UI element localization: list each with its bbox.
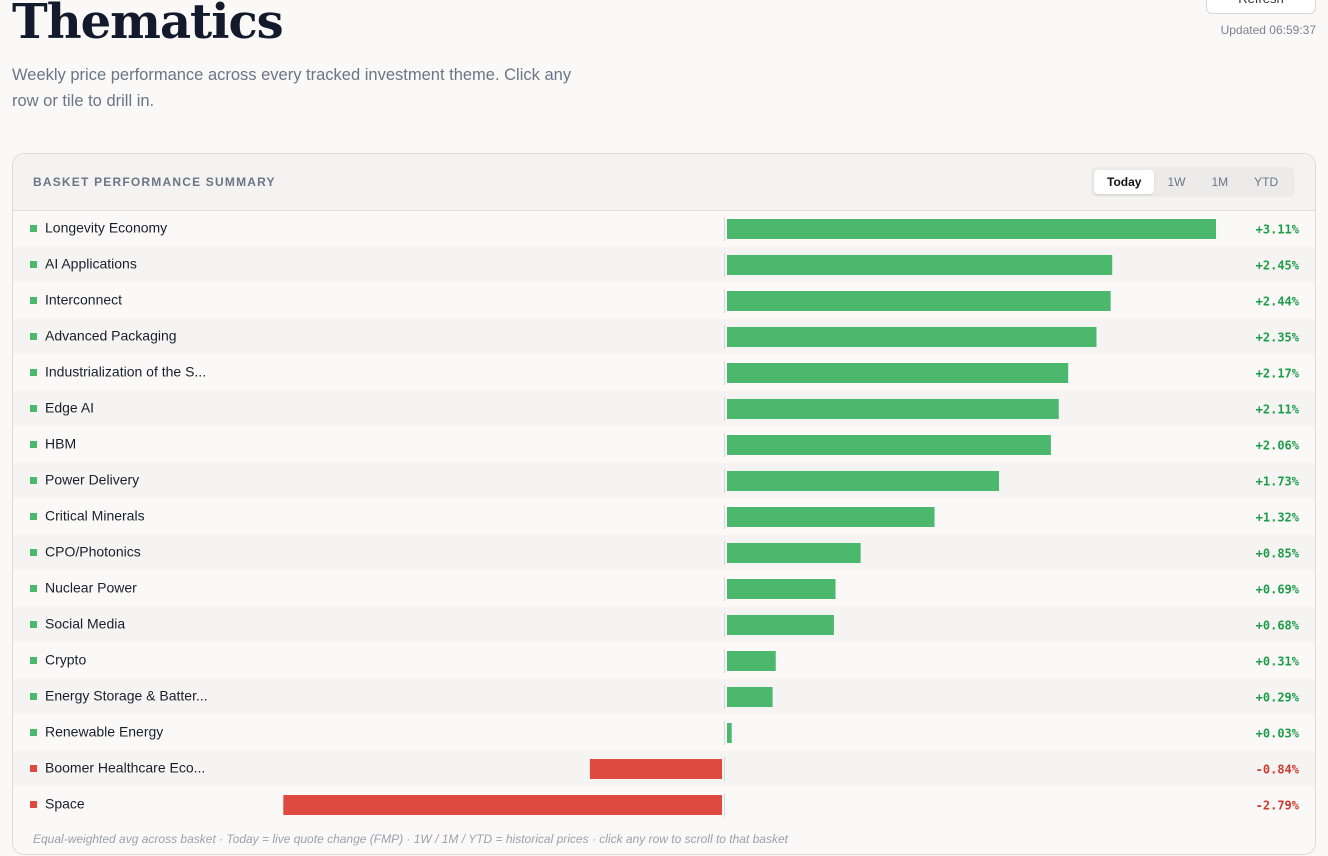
row[interactable] [13, 679, 1315, 715]
row[interactable] [13, 283, 1315, 319]
row-marker [30, 333, 37, 340]
row-label: Crypto [45, 652, 86, 668]
bar [589, 759, 722, 779]
row-marker [30, 369, 37, 376]
value-label: +0.85% [1256, 547, 1300, 561]
bar [727, 219, 1216, 239]
tab[interactable]: YTD [1254, 175, 1279, 189]
value-label: +2.35% [1256, 331, 1300, 345]
card-header: BASKET PERFORMANCE SUMMARY Today 1W 1M YTD [13, 154, 1315, 211]
tab[interactable]: 1M [1211, 175, 1229, 189]
bar [727, 255, 1113, 275]
row[interactable] [13, 571, 1315, 607]
row-label: CPO/Photonics [45, 544, 141, 560]
value-label: +2.17% [1256, 367, 1300, 381]
row-label: Renewable Energy [45, 724, 163, 740]
row-marker [30, 801, 37, 808]
refresh-button[interactable]: Refresh [1206, 0, 1316, 14]
row[interactable] [13, 319, 1315, 355]
row[interactable] [13, 643, 1315, 679]
footer-note: Equal-weighted avg across basket · Today… [33, 832, 788, 846]
card-label: BASKET PERFORMANCE SUMMARY [33, 175, 276, 189]
row-label: Advanced Packaging [45, 328, 177, 344]
row-marker [30, 441, 37, 448]
row-marker [30, 261, 37, 268]
row-marker [30, 693, 37, 700]
row-marker [30, 621, 37, 628]
tabs: Today 1W 1M YTD [1091, 167, 1295, 197]
row-marker [30, 513, 37, 520]
bar [727, 723, 732, 743]
row-label: Energy Storage & Batter... [45, 688, 208, 704]
row-marker [30, 477, 37, 484]
value-label: +2.44% [1256, 295, 1300, 309]
row-label: Critical Minerals [45, 508, 145, 524]
bar [727, 471, 1000, 491]
bar [727, 327, 1097, 347]
bar [727, 651, 776, 671]
row-label: AI Applications [45, 256, 137, 272]
row[interactable] [13, 355, 1315, 391]
value-label: +1.32% [1256, 511, 1300, 525]
updated-time: Updated 06:59:37 [1220, 23, 1316, 37]
value-label: +2.45% [1256, 259, 1300, 273]
row-label: Edge AI [45, 400, 94, 416]
row-marker [30, 297, 37, 304]
value-label: +1.73% [1256, 475, 1300, 489]
value-label: +0.69% [1256, 583, 1300, 597]
row-label: Power Delivery [45, 472, 139, 488]
subtitle: Weekly price performance across every tr… [12, 66, 572, 110]
bar [727, 399, 1059, 419]
bar [727, 543, 861, 563]
row[interactable] [13, 427, 1315, 463]
row-label: Longevity Economy [45, 220, 167, 236]
value-label: +0.68% [1256, 619, 1300, 633]
row[interactable] [13, 391, 1315, 427]
row-label: Space [45, 796, 85, 812]
bar [727, 363, 1069, 383]
row[interactable] [13, 535, 1315, 571]
row[interactable] [13, 247, 1315, 283]
value-label: -2.79% [1256, 799, 1300, 813]
row-label: Nuclear Power [45, 580, 137, 596]
value-label: +0.31% [1256, 655, 1300, 669]
row-label: HBM [45, 436, 76, 452]
row-marker [30, 729, 37, 736]
row-marker [30, 405, 37, 412]
row-label: Interconnect [45, 292, 122, 308]
row[interactable] [13, 607, 1315, 643]
row-marker [30, 549, 37, 556]
tab[interactable]: 1W [1167, 175, 1186, 189]
bar [727, 435, 1051, 455]
value-label: +2.11% [1256, 403, 1300, 417]
summary-card: BASKET PERFORMANCE SUMMARY Today 1W 1M YTD … [12, 153, 1316, 855]
value-label: +0.03% [1256, 727, 1300, 741]
bar [283, 795, 722, 815]
tab[interactable]: Today [1094, 170, 1155, 194]
bar [727, 687, 773, 707]
row-marker [30, 585, 37, 592]
page-title: Thematics [12, 0, 284, 50]
row-marker [30, 765, 37, 772]
value-label: -0.84% [1256, 763, 1300, 777]
bar [727, 615, 834, 635]
row-label: Social Media [45, 616, 125, 632]
row-marker [30, 657, 37, 664]
row-marker [30, 225, 37, 232]
row[interactable] [13, 499, 1315, 535]
value-label: +0.29% [1256, 691, 1300, 705]
value-label: +2.06% [1256, 439, 1300, 453]
chart: Longevity Economy +3.11% AI Applications +2… [13, 211, 1315, 823]
bar [727, 507, 935, 527]
row-label: Boomer Healthcare Eco... [45, 760, 205, 776]
row[interactable] [13, 463, 1315, 499]
bar [727, 291, 1111, 311]
row-label: Industrialization of the S... [45, 364, 206, 380]
value-label: +3.11% [1256, 223, 1300, 237]
bar [727, 579, 836, 599]
row[interactable] [13, 715, 1315, 751]
